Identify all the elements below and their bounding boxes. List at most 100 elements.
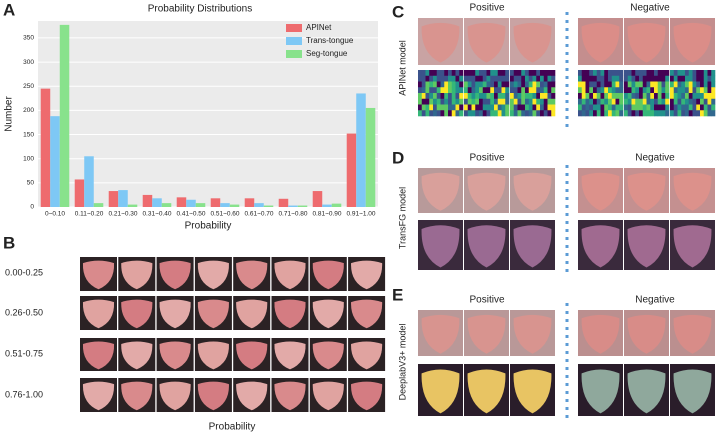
heatmap-cell xyxy=(585,81,590,88)
heatmap-cell xyxy=(451,93,456,100)
heatmap-cell xyxy=(589,98,594,105)
heatmap-cell xyxy=(642,70,647,77)
heatmap-cell xyxy=(429,81,434,88)
heatmap-cell xyxy=(642,104,647,111)
heatmap-cell xyxy=(525,81,530,88)
heatmap-cell xyxy=(433,98,438,105)
heatmap-cell xyxy=(429,70,434,77)
heatmap-cell xyxy=(624,104,629,111)
heatmap-cell xyxy=(486,75,491,82)
tongue-image xyxy=(197,299,229,329)
x-tick-label: 0.81~0.90 xyxy=(312,211,341,218)
heatmap-cell xyxy=(490,104,495,111)
heatmap-cell xyxy=(482,104,487,111)
heatmap-cell xyxy=(631,75,636,82)
tongue-image xyxy=(274,381,306,411)
heatmap-cell xyxy=(593,87,598,94)
bar xyxy=(118,190,128,207)
bar xyxy=(186,199,196,207)
heatmap-cell xyxy=(433,104,438,111)
heatmap-cell xyxy=(608,87,613,94)
heatmap-cell xyxy=(464,110,469,117)
heatmap-cell xyxy=(596,75,601,82)
heatmap-cell xyxy=(444,93,449,100)
heatmap-cell xyxy=(436,110,441,117)
heatmap-cell xyxy=(543,70,548,77)
heatmap-cell xyxy=(429,98,434,105)
heatmap-cell xyxy=(692,87,697,94)
heatmap-cell xyxy=(703,98,708,105)
heatmap-cell xyxy=(593,75,598,82)
heatmap-cell xyxy=(619,70,624,77)
heatmap-cell xyxy=(551,104,556,111)
heatmap-cell xyxy=(696,104,701,111)
heatmap-cell xyxy=(581,110,586,117)
heatmap-cell xyxy=(604,75,609,82)
heatmap-cell xyxy=(665,93,670,100)
heatmap-cell xyxy=(547,75,552,82)
tongue-image xyxy=(673,369,712,414)
heatmap-cell xyxy=(657,70,662,77)
heatmap-cell xyxy=(418,93,423,100)
heatmap-cell xyxy=(600,75,605,82)
heatmap-cell xyxy=(589,75,594,82)
heatmap-cell xyxy=(451,87,456,94)
y-tick-label: 50 xyxy=(27,180,35,187)
heatmap-cell xyxy=(551,81,556,88)
heatmap-cell xyxy=(677,98,682,105)
heatmap-cell xyxy=(482,70,487,77)
heatmap-cell xyxy=(421,87,426,94)
heatmap-cell xyxy=(479,110,484,117)
heatmap-cell xyxy=(692,98,697,105)
heatmap-cell xyxy=(581,104,586,111)
bar xyxy=(356,93,366,207)
heatmap-cell xyxy=(657,110,662,117)
heatmap-cell xyxy=(459,93,464,100)
bar xyxy=(74,179,85,207)
tongue-image xyxy=(236,381,268,411)
heatmap-cell xyxy=(650,75,655,82)
heatmap-cell xyxy=(497,110,502,117)
heatmap-cell xyxy=(654,70,659,77)
heatmap-cell xyxy=(600,104,605,111)
heatmap-cell xyxy=(631,93,636,100)
heatmap-cell xyxy=(650,93,655,100)
heatmap-cell xyxy=(665,87,670,94)
heatmap-cell xyxy=(418,81,423,88)
heatmap-cell xyxy=(596,98,601,105)
heatmap-cell xyxy=(661,104,666,111)
heatmap-cell xyxy=(536,87,541,94)
heatmap-cell xyxy=(467,81,472,88)
heatmap-cell xyxy=(455,104,460,111)
heatmap-cell xyxy=(615,98,620,105)
heatmap-cell xyxy=(464,87,469,94)
heatmap-cell xyxy=(490,93,495,100)
heatmap-cell xyxy=(688,81,693,88)
heatmap-cell xyxy=(471,93,476,100)
heatmap-cell xyxy=(711,104,716,111)
heatmap-cell xyxy=(479,93,484,100)
heatmap-cell xyxy=(600,110,605,117)
heatmap-cell xyxy=(703,87,708,94)
heatmap-cell xyxy=(486,98,491,105)
heatmap-cell xyxy=(692,104,697,111)
heatmap-cell xyxy=(494,75,499,82)
bar xyxy=(229,204,240,207)
heatmap-cell xyxy=(467,93,472,100)
heatmap-cell xyxy=(547,81,552,88)
heatmap-cell xyxy=(596,93,601,100)
bar xyxy=(142,194,153,207)
heatmap-cell xyxy=(418,70,423,77)
heatmap-cell xyxy=(418,110,423,117)
tongue-image xyxy=(513,225,552,268)
heatmap-cell xyxy=(711,98,716,105)
heatmap-cell xyxy=(646,81,651,88)
heatmap-cell xyxy=(467,75,472,82)
heatmap-cell xyxy=(696,70,701,77)
heatmap-cell xyxy=(486,93,491,100)
tongue-image xyxy=(159,260,191,290)
x-tick-label: 0.61~0.70 xyxy=(244,211,273,218)
heatmap-cell xyxy=(475,87,480,94)
heatmap-cell xyxy=(665,98,670,105)
heatmap-cell xyxy=(510,75,515,82)
